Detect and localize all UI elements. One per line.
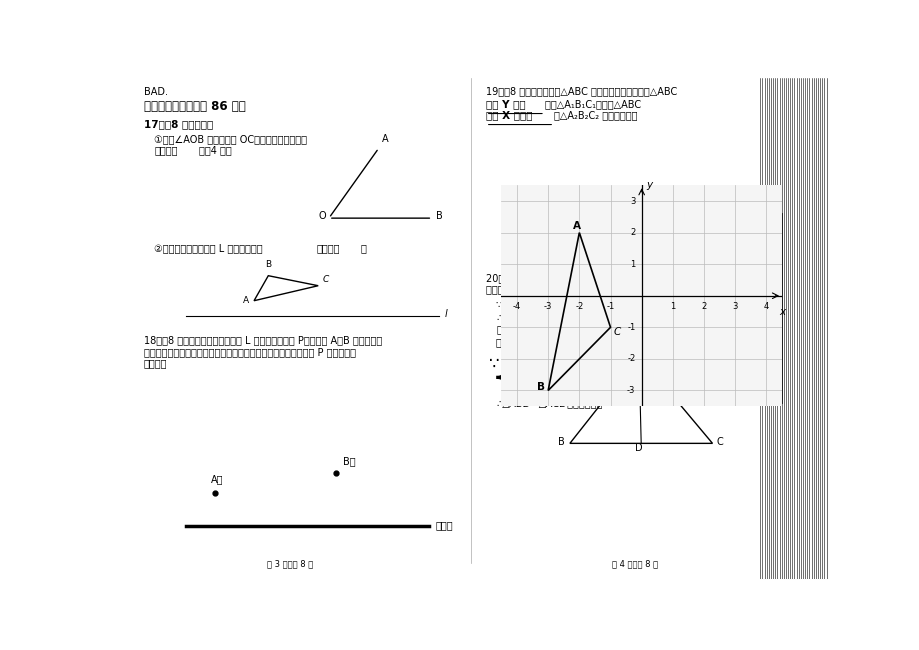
Text: BAD.: BAD. bbox=[143, 86, 167, 96]
Text: 20、（8 分）如上右图，已知△ABC 中，AB＝AC，AD 平分∠BAC，请: 20、（8 分）如上右图，已知△ABC 中，AB＝AC，AD 平分∠BAC，请 bbox=[485, 273, 721, 283]
Text: y: y bbox=[646, 180, 652, 190]
Text: C: C bbox=[613, 327, 620, 337]
Text: -3: -3 bbox=[627, 386, 635, 395]
Text: 三．细心算一算（共 86 分）: 三．细心算一算（共 86 分） bbox=[143, 99, 245, 112]
Text: 18、（8 分）探究：要在燃气管道 L 上修建一个泵站 P，分别向 A、B 两镇供气，: 18、（8 分）探究：要在燃气管道 L 上修建一个泵站 P，分别向 A、B 两镇… bbox=[143, 335, 381, 345]
Text: （　　）: （ ） bbox=[619, 360, 642, 370]
Bar bbox=[762, 213, 781, 403]
Text: -4: -4 bbox=[512, 302, 520, 311]
Text: -2: -2 bbox=[627, 354, 635, 363]
Text: 19、（8 分）如图，写出△ABC 的各顶点坐标，并画出△ABC: 19、（8 分）如图，写出△ABC 的各顶点坐标，并画出△ABC bbox=[485, 86, 679, 96]
Text: B: B bbox=[537, 382, 545, 393]
Text: （　　）: （ ） bbox=[619, 373, 642, 383]
Text: 3: 3 bbox=[630, 196, 635, 205]
Text: B: B bbox=[265, 260, 270, 268]
Text: -1: -1 bbox=[627, 323, 635, 332]
Text: ）: ） bbox=[360, 242, 367, 253]
Text: -1: -1 bbox=[606, 302, 614, 311]
Text: ∵: ∵ bbox=[489, 356, 499, 373]
Text: ∵AD 平分∠BAC: ∵AD 平分∠BAC bbox=[496, 299, 560, 309]
Text: A镇: A镇 bbox=[211, 474, 223, 484]
Text: 图

纸

请

不

要

写

在

这

里: 图 纸 请 不 要 写 在 这 里 bbox=[769, 215, 774, 402]
Text: O: O bbox=[319, 211, 326, 221]
Text: 4: 4 bbox=[763, 302, 768, 311]
Text: 的△A₂B₂C₂ 的各点坐标。: 的△A₂B₂C₂ 的各点坐标。 bbox=[553, 110, 637, 120]
Text: 第 4 页，共 8 页: 第 4 页，共 8 页 bbox=[612, 559, 658, 568]
Text: C: C bbox=[323, 275, 328, 283]
Text: A: A bbox=[573, 222, 581, 231]
Text: D: D bbox=[634, 443, 641, 453]
Text: 。（4 分）: 。（4 分） bbox=[199, 145, 232, 155]
Text: 在△ABD 和△ACD 中: 在△ABD 和△ACD 中 bbox=[496, 337, 576, 346]
Text: B: B bbox=[436, 211, 442, 221]
Text: 作图痕迹: 作图痕迹 bbox=[154, 145, 177, 155]
Text: 2: 2 bbox=[700, 302, 706, 311]
Text: 1: 1 bbox=[630, 260, 635, 268]
Text: 分线的定义）: 分线的定义） bbox=[496, 324, 531, 333]
Text: ∴∠_________＝∠_________（角平: ∴∠_________＝∠_________（角平 bbox=[496, 313, 630, 324]
Text: 留痕迹。: 留痕迹。 bbox=[143, 358, 167, 369]
Text: 3: 3 bbox=[732, 302, 737, 311]
Text: {: { bbox=[490, 358, 516, 399]
Text: 2: 2 bbox=[630, 228, 635, 237]
Text: 17、（8 分）作图：: 17、（8 分）作图： bbox=[143, 119, 212, 129]
Text: 关于 Y 轴对: 关于 Y 轴对 bbox=[485, 99, 525, 109]
Text: 补充完整过程，说明△ABD≌△ACD 的理由.: 补充完整过程，说明△ABD≌△ACD 的理由. bbox=[485, 283, 627, 294]
Text: 第 3 页，共 8 页: 第 3 页，共 8 页 bbox=[267, 559, 312, 568]
Text: 1: 1 bbox=[670, 302, 675, 311]
Text: A: A bbox=[243, 296, 248, 306]
Text: x: x bbox=[778, 307, 784, 317]
Text: -3: -3 bbox=[543, 302, 551, 311]
Text: -2: -2 bbox=[574, 302, 583, 311]
Text: B: B bbox=[558, 437, 564, 447]
Text: 燃气管: 燃气管 bbox=[436, 521, 453, 530]
Text: l: l bbox=[444, 309, 447, 319]
Text: ①做出∠AOB 的角平分线 OC，不写作法但要保留: ①做出∠AOB 的角平分线 OC，不写作法但要保留 bbox=[154, 134, 307, 144]
Text: 保留痕迹: 保留痕迹 bbox=[316, 242, 340, 253]
Text: B镇: B镇 bbox=[343, 456, 356, 467]
Text: ∴△ABD≌△ACD（　　　　）: ∴△ABD≌△ACD（ ） bbox=[496, 398, 602, 408]
Text: ②把下列图形补成关于 L 对称的图形（: ②把下列图形补成关于 L 对称的图形（ bbox=[154, 242, 263, 253]
Text: A: A bbox=[382, 134, 389, 144]
Text: 称的△A₁B₁C₁，写出△ABC: 称的△A₁B₁C₁，写出△ABC bbox=[544, 99, 643, 109]
Text: C: C bbox=[716, 437, 722, 447]
Text: 关于 X 轴对称: 关于 X 轴对称 bbox=[485, 110, 532, 120]
Text: A: A bbox=[635, 338, 641, 348]
Text: （　　）: （ ） bbox=[619, 385, 642, 395]
Text: 泵站修在管道的什么地方，可使所用的输气管线最短？在图上画出 P 点位置，保: 泵站修在管道的什么地方，可使所用的输气管线最短？在图上画出 P 点位置，保 bbox=[143, 347, 355, 357]
